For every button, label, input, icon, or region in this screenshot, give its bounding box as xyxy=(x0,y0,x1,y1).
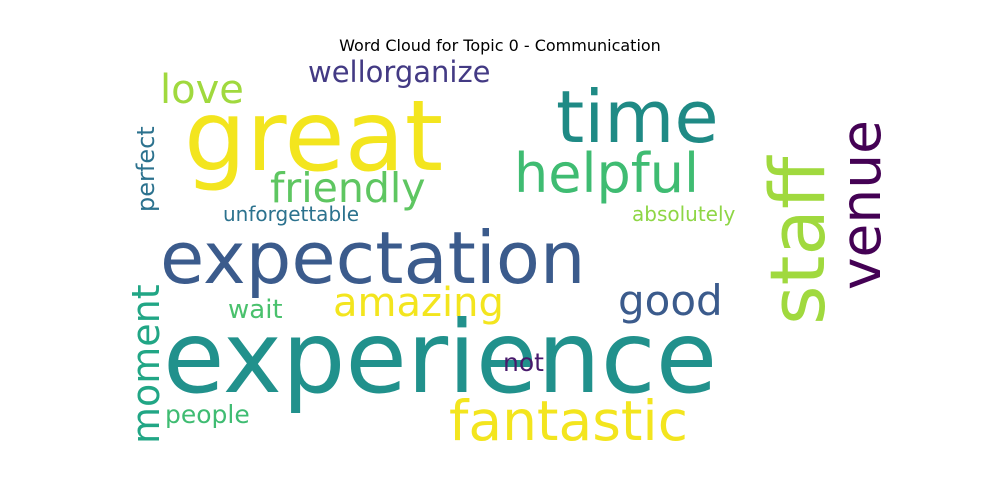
word-perfect: perfect xyxy=(132,126,160,212)
word-friendly: friendly xyxy=(270,164,426,212)
word-great: great xyxy=(184,80,444,194)
word-fantastic: fantastic xyxy=(449,389,688,453)
word-helpful: helpful xyxy=(514,142,699,205)
word-experience: experience xyxy=(163,299,718,416)
word-venue: venue xyxy=(829,120,893,290)
word-expectation: expectation xyxy=(160,216,586,300)
word-wait: wait xyxy=(228,295,283,325)
word-moment: moment xyxy=(124,284,168,444)
word-absolutely: absolutely xyxy=(632,202,736,226)
word-good: good xyxy=(618,276,723,325)
word-amazing: amazing xyxy=(333,280,504,326)
word-time: time xyxy=(556,75,719,159)
word-love: love xyxy=(160,67,244,113)
word-people: people xyxy=(165,400,250,429)
word-staff: staff xyxy=(753,156,842,325)
word-not: not xyxy=(503,348,544,377)
word-wellorganize: wellorganize xyxy=(308,55,491,89)
word-unforgettable: unforgettable xyxy=(223,202,359,226)
figure-title: Word Cloud for Topic 0 - Communication xyxy=(339,36,661,55)
